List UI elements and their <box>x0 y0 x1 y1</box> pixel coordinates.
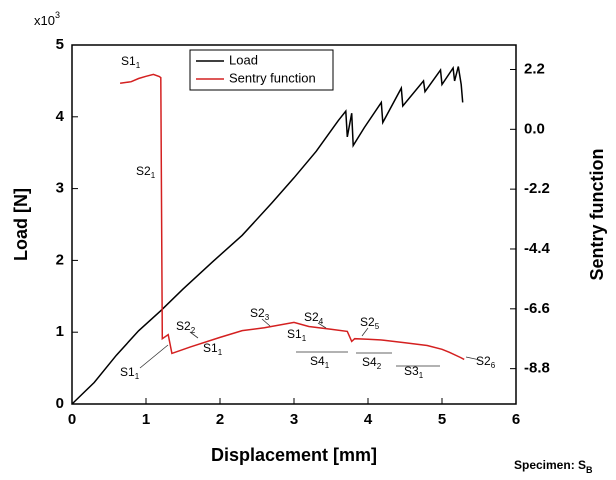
y2-axis-title: Sentry function <box>587 148 607 280</box>
y-multiplier-text: x10 <box>34 13 55 28</box>
annotation: S21 <box>136 164 156 180</box>
x-tick-label: 1 <box>142 411 150 428</box>
annotation: S24 <box>304 310 324 326</box>
legend-box <box>189 49 334 91</box>
annotation-text: S4 <box>362 355 377 369</box>
annotation: S11 <box>120 365 140 381</box>
annotation: S42 <box>362 355 382 371</box>
y-axis-title: Load [N] <box>11 188 31 261</box>
annotation: S23 <box>250 306 270 322</box>
y2-tick-label: -6.6 <box>524 300 550 317</box>
annotation-text: S2 <box>136 164 151 178</box>
annotation-text: S1 <box>287 327 302 341</box>
annotation-sub: 1 <box>419 371 424 380</box>
footnote: Specimen: SB <box>514 458 593 475</box>
annotation-sub: 2 <box>191 326 196 335</box>
legend-label: Load <box>229 52 258 67</box>
annotation: S25 <box>360 315 380 331</box>
footnote-text: Specimen: S <box>514 458 586 472</box>
x-tick-label: 6 <box>512 411 520 428</box>
legend: Load Sentry function <box>189 49 334 91</box>
footnote-sub: B <box>586 465 593 475</box>
annotation-sub: 1 <box>302 334 307 343</box>
annotation: S22 <box>176 319 196 335</box>
annotation-text: S2 <box>304 310 319 324</box>
y-tick-label: 1 <box>56 323 64 340</box>
annotation-leader <box>361 327 369 337</box>
annotation-sub: 4 <box>319 317 324 326</box>
annotation: S41 <box>310 354 330 370</box>
x-axis-title: Displacement [mm] <box>211 445 377 465</box>
x-tick-label: 0 <box>68 411 76 428</box>
annotation-text: S1 <box>120 365 135 379</box>
series-line <box>71 65 464 405</box>
y2-tick-label: 2.2 <box>524 60 545 77</box>
annotation: S11 <box>287 327 307 343</box>
annotation-sub: 5 <box>375 322 380 331</box>
y2-tick-label: -2.2 <box>524 180 550 197</box>
annotation-sub: 2 <box>377 362 382 371</box>
annotation-sub: 1 <box>136 61 141 70</box>
annotation-text: S2 <box>476 354 491 368</box>
annotation-sub: 3 <box>265 313 270 322</box>
y-tick-label: 4 <box>56 108 65 125</box>
annotation: S11 <box>203 341 223 357</box>
annotation-text: S2 <box>176 319 191 333</box>
y-tick-label: 3 <box>56 180 64 197</box>
x-tick-label: 4 <box>364 411 373 428</box>
y-tick-label: 2 <box>56 251 64 268</box>
annotation-text: S2 <box>360 315 375 329</box>
annotation-sub: 6 <box>491 361 496 370</box>
plot-frame <box>71 44 517 405</box>
annotation: S26 <box>476 354 496 370</box>
annotation-text: S3 <box>404 364 419 378</box>
annotation-leader <box>261 318 271 327</box>
x-tick-label: 3 <box>290 411 298 428</box>
annotation-text: S1 <box>203 341 218 355</box>
y-multiplier-sup: 3 <box>55 10 60 20</box>
annotation: S31 <box>404 364 424 380</box>
y2-tick-label: -4.4 <box>524 240 551 257</box>
series-line <box>119 73 465 361</box>
annotation-leader <box>317 322 327 329</box>
annotation-sub: 1 <box>325 361 330 370</box>
legend-label: Sentry function <box>229 70 316 85</box>
annotation-sub: 1 <box>135 372 140 381</box>
x-tick-label: 2 <box>216 411 224 428</box>
annotation-sub: 1 <box>218 348 223 357</box>
annotation-text: S2 <box>250 306 265 320</box>
x-tick-label: 5 <box>438 411 446 428</box>
annotation-leader <box>189 331 199 339</box>
annotation-text: S1 <box>121 54 136 68</box>
annotation-leader <box>465 356 481 361</box>
annotation: S11 <box>121 54 141 70</box>
y2-tick-label: -8.8 <box>524 360 550 377</box>
y2-tick-label: 0.0 <box>524 120 545 137</box>
annotation-leader <box>139 344 169 369</box>
annotation-sub: 1 <box>151 171 156 180</box>
y-tick-label: 5 <box>56 36 64 53</box>
y-tick-label: 0 <box>56 395 64 412</box>
annotation-text: S4 <box>310 354 325 368</box>
y-multiplier: x103 <box>34 10 60 28</box>
